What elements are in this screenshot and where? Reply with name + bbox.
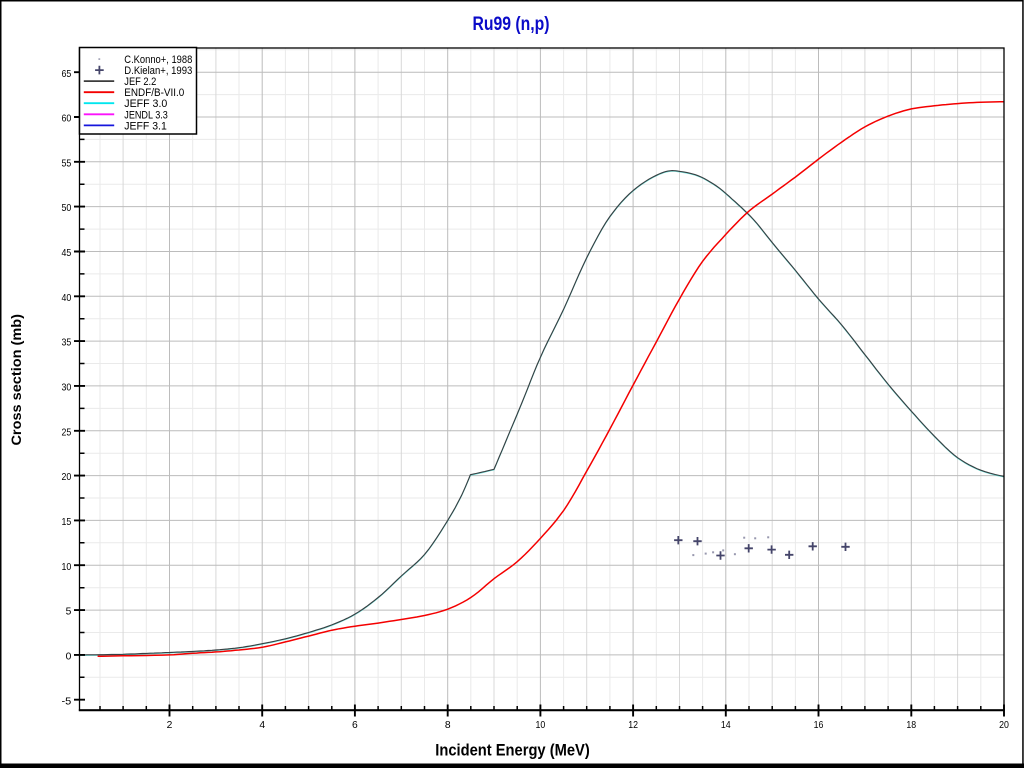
svg-text:5: 5: [66, 607, 72, 618]
svg-text:JEFF 3.0: JEFF 3.0: [124, 98, 167, 110]
svg-text:8: 8: [445, 720, 451, 731]
svg-text:55: 55: [62, 158, 72, 169]
svg-text:JEFF 3.1: JEFF 3.1: [124, 120, 167, 132]
svg-text:0: 0: [66, 652, 72, 663]
svg-text:12: 12: [628, 720, 638, 731]
svg-text:15: 15: [62, 517, 72, 528]
svg-text:JEF 2.2: JEF 2.2: [124, 76, 156, 88]
svg-text:50: 50: [62, 203, 72, 214]
svg-text:6: 6: [352, 720, 358, 731]
svg-text:60: 60: [62, 114, 72, 125]
svg-text:40: 40: [62, 293, 72, 304]
svg-text:4: 4: [259, 720, 265, 731]
svg-text:45: 45: [62, 248, 72, 259]
svg-text:20: 20: [999, 720, 1009, 731]
svg-text:65: 65: [62, 69, 72, 80]
svg-text:25: 25: [62, 427, 72, 438]
svg-text:14: 14: [721, 720, 731, 731]
svg-text:10: 10: [536, 720, 546, 731]
svg-text:35: 35: [62, 338, 72, 349]
svg-text:18: 18: [906, 720, 916, 731]
svg-text:ENDF/B-VII.0: ENDF/B-VII.0: [124, 87, 184, 99]
svg-text:16: 16: [814, 720, 824, 731]
svg-text:-5: -5: [62, 696, 72, 707]
svg-text:Cross section (mb): Cross section (mb): [9, 314, 24, 446]
svg-text:C.Konno+, 1988: C.Konno+, 1988: [124, 54, 192, 66]
svg-text:D.Kielan+, 1993: D.Kielan+, 1993: [124, 65, 192, 77]
svg-text:30: 30: [62, 383, 72, 394]
svg-text:2: 2: [167, 720, 173, 731]
svg-text:Ru99 (n,p): Ru99 (n,p): [473, 14, 550, 35]
svg-text:JENDL 3.3: JENDL 3.3: [124, 109, 168, 121]
svg-text:10: 10: [62, 562, 72, 573]
svg-text:20: 20: [62, 472, 72, 483]
svg-text:Incident Energy (MeV): Incident Energy (MeV): [435, 741, 590, 760]
